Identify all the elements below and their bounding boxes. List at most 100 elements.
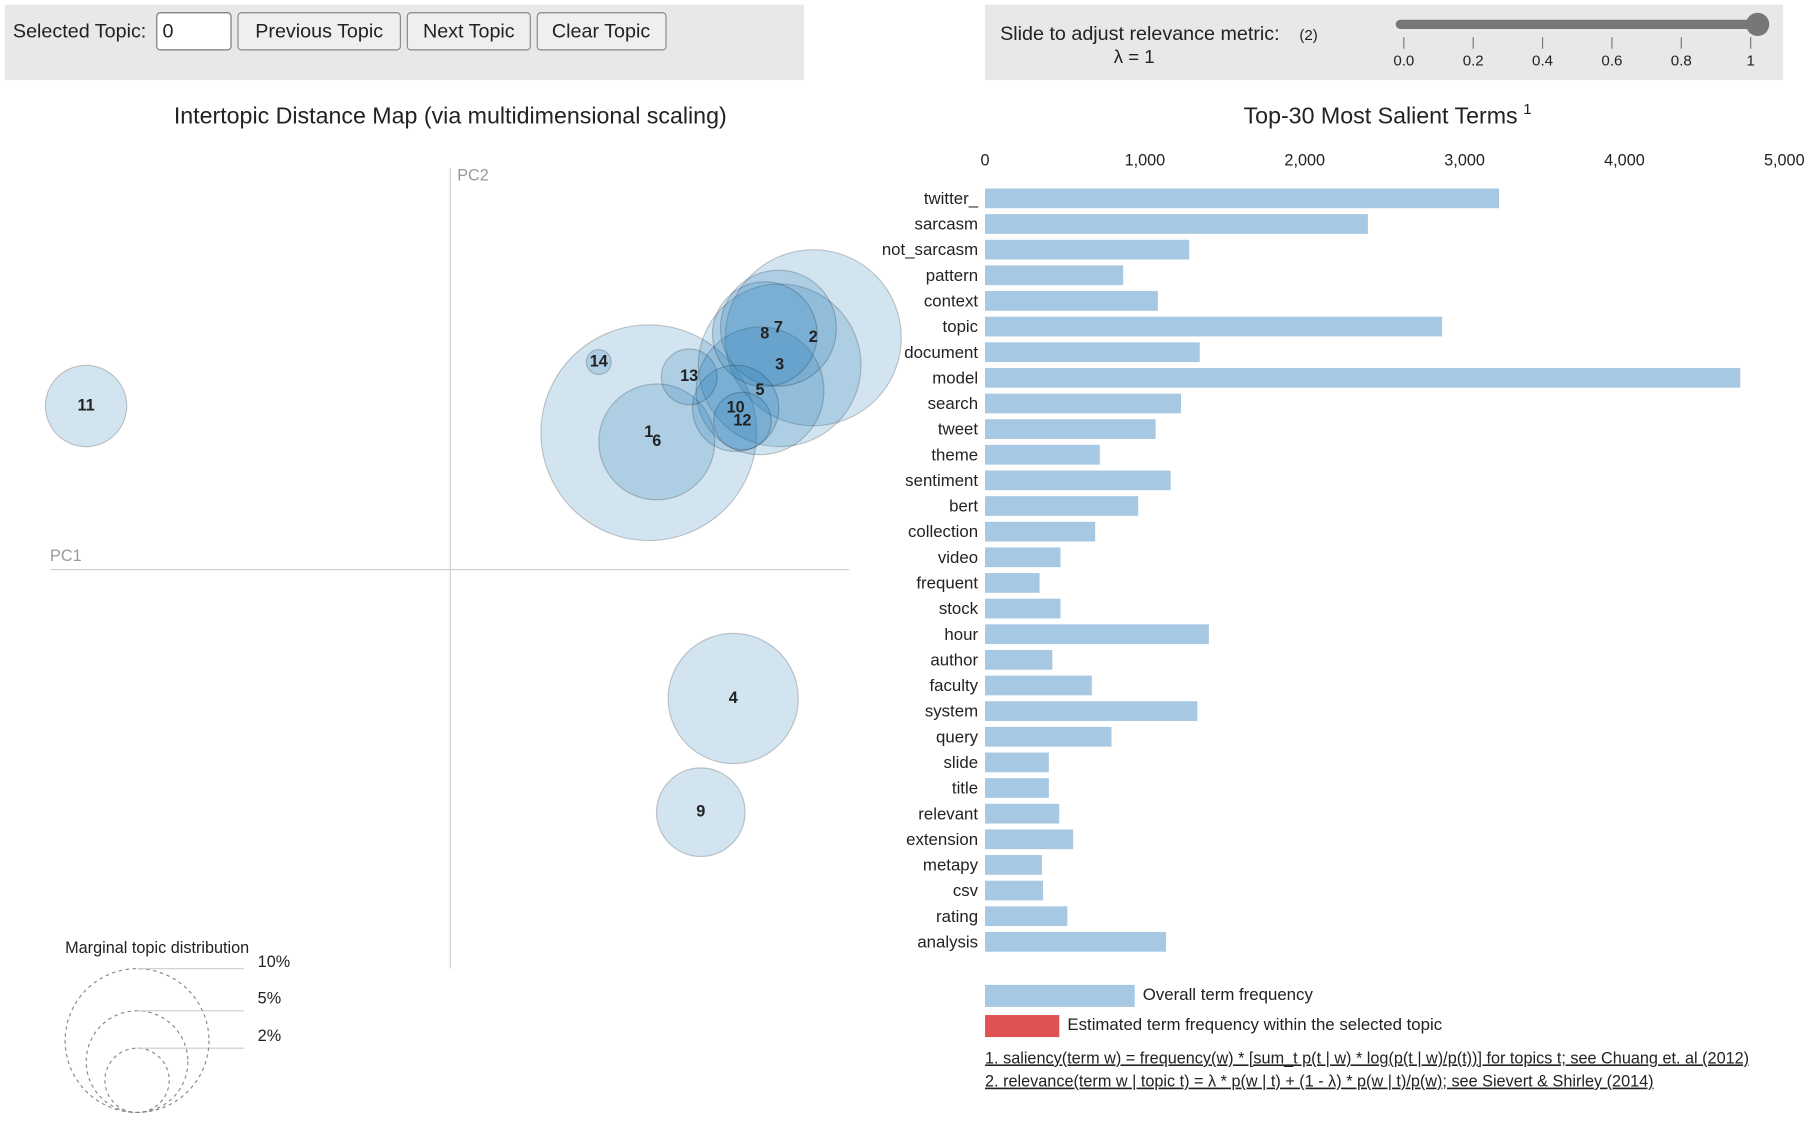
lambda-label: λ = 1 [1114,46,1155,67]
topic-label: 9 [696,803,705,821]
bar [985,444,1100,465]
term-label: model [932,368,978,387]
bar [985,931,1166,952]
size-legend-label: 5% [258,989,281,1007]
topic-label: 12 [733,411,751,429]
topic-bubble[interactable] [667,632,799,765]
term-label: stock [939,599,979,618]
y-axis-label: PC2 [457,167,489,185]
term-label: not_sarcasm [882,240,978,259]
term-label: rating [936,907,978,926]
topic-bubble[interactable] [713,391,772,451]
topic-bubble[interactable] [724,249,902,427]
topic-bubble[interactable] [660,348,718,406]
term-label: pattern [926,266,978,285]
topic-bubble[interactable] [598,383,716,501]
term-label: author [930,650,978,669]
legend-swatch [985,1015,1060,1038]
term-label: metapy [923,856,979,875]
topic-bubble[interactable] [695,326,825,456]
size-legend-circle [104,1047,170,1114]
term-label: csv [953,881,979,900]
term-label: collection [908,522,978,541]
topic-label: 14 [590,352,608,370]
size-legend-circle [64,968,210,1114]
bar [985,367,1741,388]
term-label: analysis [917,932,978,951]
topic-label: Selected Topic: [13,21,146,43]
legend-label: Overall term frequency [1143,985,1314,1004]
topic-label: 13 [680,367,698,385]
button[interactable] [237,12,401,51]
x-tick-label: 5,000 [1764,152,1805,170]
term-label: bert [949,497,978,516]
bar [985,521,1096,542]
bar-title-note: 1 [1523,101,1531,118]
topic-label: 4 [729,689,738,707]
x-tick-label: 2,000 [1284,152,1325,170]
term-label: title [952,779,978,798]
bar [985,855,1042,875]
term-label: twitter_ [924,189,979,208]
x-tick-label: 3,000 [1444,152,1485,170]
topic-input-value[interactable]: 0 [163,21,174,43]
bar [985,214,1368,234]
topic-label: 5 [756,381,765,399]
topic-bubble[interactable] [697,283,862,448]
bar [985,188,1499,209]
topic-bubble[interactable] [691,364,780,453]
bar [985,752,1049,773]
slider-label: Slide to adjust relevance metric: [1000,23,1279,45]
topic-bubble[interactable] [585,349,612,376]
topic-input[interactable] [156,12,232,51]
map-title: Intertopic Distance Map (via multidimens… [174,102,727,128]
term-label: frequent [916,574,978,593]
term-label: context [924,292,979,311]
topic-label: 3 [775,356,784,374]
bar [985,778,1049,798]
bar [985,291,1158,311]
topic-label: 2 [809,328,818,346]
x-tick-label: 0 [981,152,990,170]
bar [985,265,1124,286]
term-label: hour [944,625,978,644]
button[interactable] [536,12,667,51]
topic-bubble[interactable] [711,281,818,388]
term-label: faculty [929,676,978,695]
bar [985,803,1060,824]
bar [985,880,1044,901]
topic-label: 7 [774,318,783,336]
slider-tick-label: 0.8 [1671,52,1692,69]
topic-bubble[interactable] [44,364,128,448]
bar [985,624,1209,645]
button-label[interactable]: Clear Topic [552,21,650,43]
topic-label: 10 [727,399,745,417]
bar [985,726,1112,747]
term-label: search [928,394,978,413]
term-label: query [936,727,979,746]
button[interactable] [406,12,531,51]
term-label: theme [931,445,978,464]
x-axis-label: PC1 [50,547,82,565]
footnote: 2. relevance(term w | topic t) = λ * p(w… [985,1073,1654,1091]
term-label: video [938,548,978,567]
topic-bubble[interactable] [719,269,837,387]
bar [985,316,1443,337]
slider-panel [985,4,1784,81]
bar [985,573,1040,593]
button-label[interactable]: Previous Topic [255,21,383,43]
bar [985,393,1182,414]
bar [985,470,1171,491]
slider-knob[interactable] [1746,12,1770,36]
slider-tick-label: 0.2 [1463,52,1484,69]
term-label: relevant [918,804,978,823]
topic-label: 11 [77,396,94,414]
bar [985,342,1200,363]
topic-bubble[interactable] [655,767,746,858]
term-label: document [904,343,978,362]
legend-swatch [985,984,1135,1007]
button-label[interactable]: Next Topic [423,21,515,43]
topic-bubble[interactable] [540,324,758,542]
slider-tick-label: 0.6 [1601,52,1622,69]
